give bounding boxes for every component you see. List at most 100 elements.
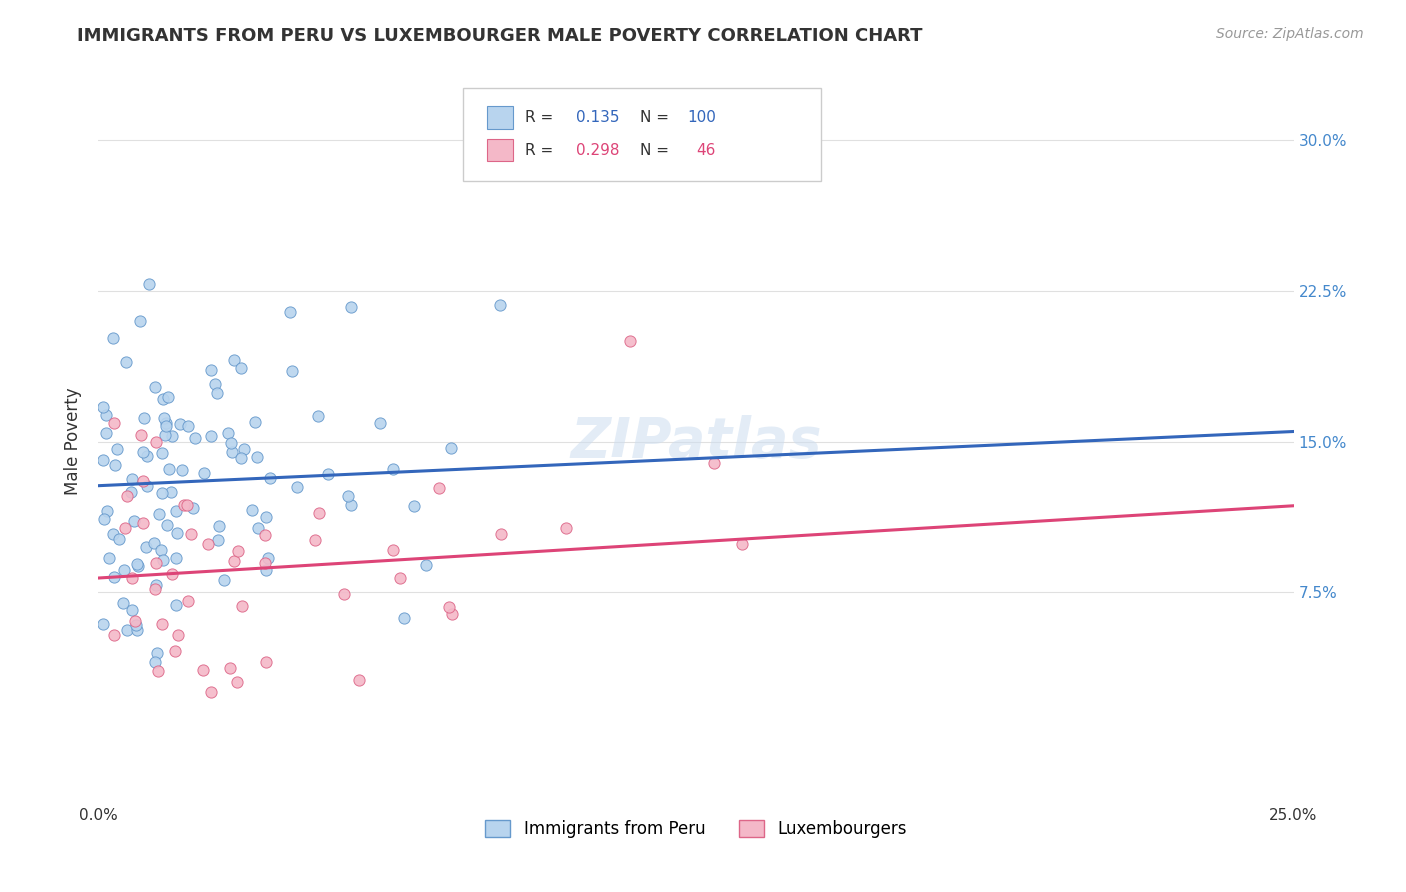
Point (381, 542, 404, 557)
Point (339, 301, 361, 315)
Point (441, 607, 464, 621)
Point (153, 428, 176, 442)
Point (212, 573, 235, 587)
Point (207, 533, 229, 548)
Point (131, 427, 153, 442)
Point (156, 517, 179, 532)
Point (103, 627, 125, 641)
Point (143, 380, 166, 394)
Point (368, 417, 391, 431)
Point (259, 471, 281, 485)
Point (246, 450, 269, 464)
Point (103, 417, 125, 431)
Point (619, 334, 641, 348)
Point (157, 462, 180, 476)
Point (181, 501, 204, 516)
Point (427, 481, 450, 495)
Point (148, 664, 170, 678)
Point (219, 660, 242, 674)
Point (134, 411, 156, 425)
Point (205, 386, 228, 401)
Point (145, 434, 167, 449)
Point (125, 618, 148, 632)
Point (146, 646, 169, 660)
Point (200, 685, 222, 699)
Text: Source: ZipAtlas.com: Source: ZipAtlas.com (1216, 27, 1364, 41)
Point (169, 417, 191, 431)
Point (131, 474, 153, 488)
Point (176, 498, 198, 512)
Point (127, 559, 149, 574)
Point (173, 499, 195, 513)
Text: IMMIGRANTS FROM PERU VS LUXEMBOURGER MALE POVERTY CORRELATION CHART: IMMIGRANTS FROM PERU VS LUXEMBOURGER MAL… (77, 27, 922, 45)
Point (254, 563, 277, 577)
Point (555, 521, 578, 535)
Y-axis label: Male Poverty: Male Poverty (65, 388, 83, 495)
Point (138, 277, 160, 292)
Point (104, 458, 127, 473)
Point (149, 542, 172, 557)
Point (160, 485, 183, 500)
Point (160, 566, 183, 581)
Point (155, 416, 177, 430)
Point (316, 467, 339, 481)
Text: 0.298: 0.298 (576, 143, 620, 158)
Point (127, 557, 149, 571)
Point (219, 436, 242, 450)
Point (224, 554, 246, 568)
Point (233, 442, 256, 456)
Point (121, 603, 143, 617)
Text: 0.135: 0.135 (576, 111, 620, 126)
Point (127, 624, 149, 638)
Point (165, 551, 187, 566)
Point (340, 498, 363, 512)
Point (191, 663, 214, 677)
Point (91, 401, 114, 415)
Point (440, 442, 463, 456)
Point (150, 486, 173, 500)
Point (336, 489, 359, 503)
Point (437, 600, 460, 615)
Point (112, 562, 135, 576)
Text: R =: R = (524, 143, 558, 158)
Point (165, 504, 187, 518)
Point (307, 409, 329, 423)
Point (143, 582, 166, 596)
Point (128, 314, 150, 328)
Point (103, 527, 125, 541)
Bar (486, 139, 513, 161)
Point (278, 305, 301, 319)
Point (121, 471, 143, 485)
Point (217, 426, 239, 441)
Point (143, 536, 166, 550)
Point (200, 363, 222, 377)
Point (245, 415, 267, 429)
Point (136, 449, 159, 463)
Point (148, 507, 170, 521)
Point (120, 484, 142, 499)
Bar (486, 106, 513, 128)
Point (254, 509, 277, 524)
Point (257, 551, 280, 566)
Point (392, 611, 415, 625)
Point (402, 499, 425, 513)
Point (204, 377, 226, 392)
Point (157, 390, 180, 404)
Point (107, 442, 129, 457)
Point (91, 617, 114, 632)
Point (115, 623, 138, 637)
Text: 100: 100 (688, 111, 717, 126)
Point (93, 511, 115, 525)
Point (193, 467, 215, 481)
Point (131, 445, 153, 459)
Point (488, 298, 510, 312)
Point (103, 331, 125, 345)
Point (304, 533, 326, 547)
Point (155, 418, 177, 433)
Point (281, 364, 304, 378)
Point (381, 462, 404, 476)
Point (308, 506, 330, 520)
Point (143, 655, 166, 669)
Point (489, 527, 512, 541)
Point (254, 656, 277, 670)
